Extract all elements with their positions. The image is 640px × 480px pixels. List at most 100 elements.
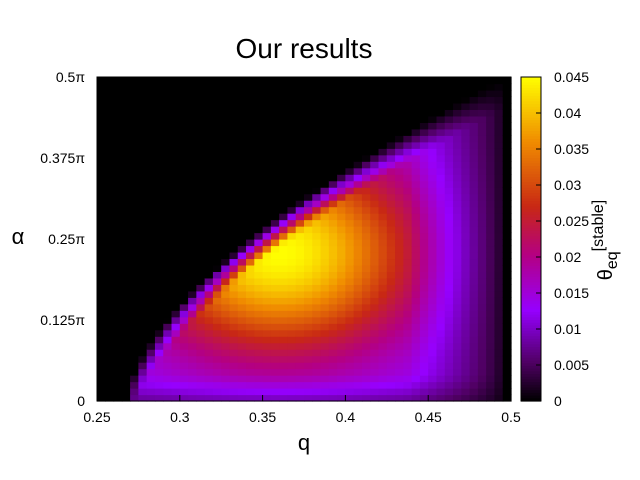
heatmap-cell — [171, 284, 181, 292]
heatmap-cell — [444, 226, 454, 234]
heatmap-cell — [146, 232, 156, 240]
heatmap-cell — [146, 284, 156, 292]
colorbar-band — [521, 392, 541, 397]
heatmap-cell — [179, 245, 189, 253]
heatmap-cell — [361, 213, 371, 221]
heatmap-cell — [312, 381, 322, 389]
heatmap-cell — [477, 277, 487, 285]
heatmap-cell — [395, 115, 404, 123]
heatmap-cell — [171, 193, 181, 201]
heatmap-cell — [486, 375, 496, 383]
colorbar-band — [521, 120, 541, 124]
heatmap-cell — [163, 394, 173, 402]
heatmap-cell — [287, 316, 297, 324]
heatmap-cell — [403, 115, 413, 123]
heatmap-cell — [403, 329, 413, 337]
heatmap-cell — [287, 154, 297, 162]
colorbar-band — [521, 279, 541, 283]
heatmap-cell — [138, 342, 148, 350]
heatmap-cell — [494, 323, 504, 331]
heatmap-cell — [304, 187, 313, 195]
heatmap-cell — [237, 362, 247, 370]
heatmap-cell — [105, 362, 115, 370]
heatmap-cell — [146, 394, 156, 402]
heatmap-cell — [386, 77, 396, 85]
heatmap-cell — [411, 213, 421, 221]
heatmap-cell — [461, 232, 471, 240]
heatmap-cell — [270, 245, 280, 253]
heatmap-cell — [477, 109, 487, 117]
heatmap-cell — [279, 271, 289, 279]
heatmap-cell — [378, 122, 388, 130]
heatmap-cell — [461, 349, 471, 357]
heatmap-cell — [411, 251, 421, 260]
heatmap-cell — [146, 193, 156, 201]
heatmap-cell — [428, 180, 438, 188]
heatmap-cell — [163, 161, 173, 169]
heatmap-cell — [461, 96, 471, 104]
heatmap-cell — [453, 232, 462, 240]
heatmap-cell — [320, 239, 330, 247]
heatmap-cell — [146, 161, 156, 169]
heatmap-cell — [486, 219, 496, 227]
heatmap-cell — [105, 83, 115, 91]
colorbar-band — [521, 222, 541, 227]
heatmap-cell — [328, 303, 338, 311]
heatmap-cell — [113, 251, 123, 260]
heatmap-cell — [395, 102, 404, 110]
heatmap-cell — [121, 219, 131, 227]
heatmap-cell — [312, 329, 322, 337]
heatmap-cell — [328, 200, 338, 208]
heatmap-cell — [419, 180, 429, 188]
heatmap-cell — [246, 368, 255, 376]
heatmap-cell — [154, 232, 164, 240]
heatmap-cell — [361, 141, 371, 149]
heatmap-cell — [486, 323, 496, 331]
heatmap-cell — [386, 362, 396, 370]
heatmap-cell — [279, 219, 289, 227]
colorbar-band — [521, 382, 541, 386]
heatmap-cell — [163, 381, 173, 389]
heatmap-cell — [163, 193, 173, 201]
heatmap-cell — [502, 349, 512, 357]
heatmap-cell — [419, 109, 429, 117]
heatmap-cell — [353, 323, 363, 331]
heatmap-cell — [188, 154, 197, 162]
heatmap-cell — [486, 342, 496, 350]
heatmap-cell — [370, 89, 380, 98]
heatmap-cell — [370, 102, 380, 110]
heatmap-cell — [428, 290, 438, 298]
heatmap-cell — [163, 329, 173, 337]
heatmap-cell — [254, 388, 264, 396]
heatmap-cell — [121, 355, 131, 363]
heatmap-cell — [378, 381, 388, 389]
heatmap-cell — [477, 362, 487, 370]
heatmap-cell — [212, 102, 222, 110]
heatmap-cell — [428, 239, 438, 247]
heatmap-cell — [361, 239, 371, 247]
heatmap-cell — [494, 388, 504, 396]
heatmap-cell — [262, 375, 272, 383]
heatmap-cell — [97, 89, 106, 98]
heatmap-cell — [295, 135, 305, 143]
heatmap-cell — [386, 232, 396, 240]
heatmap-cell — [494, 219, 504, 227]
heatmap-cell — [312, 193, 322, 201]
colorbar-band — [521, 379, 541, 383]
heatmap-cell — [204, 96, 214, 104]
heatmap-cell — [221, 200, 231, 208]
heatmap-cell — [204, 148, 214, 156]
heatmap-cell — [270, 381, 280, 389]
heatmap-cell — [502, 141, 512, 149]
heatmap-cell — [97, 349, 106, 357]
heatmap-cell — [221, 109, 231, 117]
heatmap-cell — [196, 96, 206, 104]
heatmap-cell — [246, 193, 255, 201]
heatmap-cell — [204, 154, 214, 162]
heatmap-cell — [353, 200, 363, 208]
heatmap-cell — [378, 251, 388, 260]
heatmap-cell — [270, 141, 280, 149]
heatmap-cell — [502, 329, 512, 337]
heatmap-cell — [188, 303, 197, 311]
